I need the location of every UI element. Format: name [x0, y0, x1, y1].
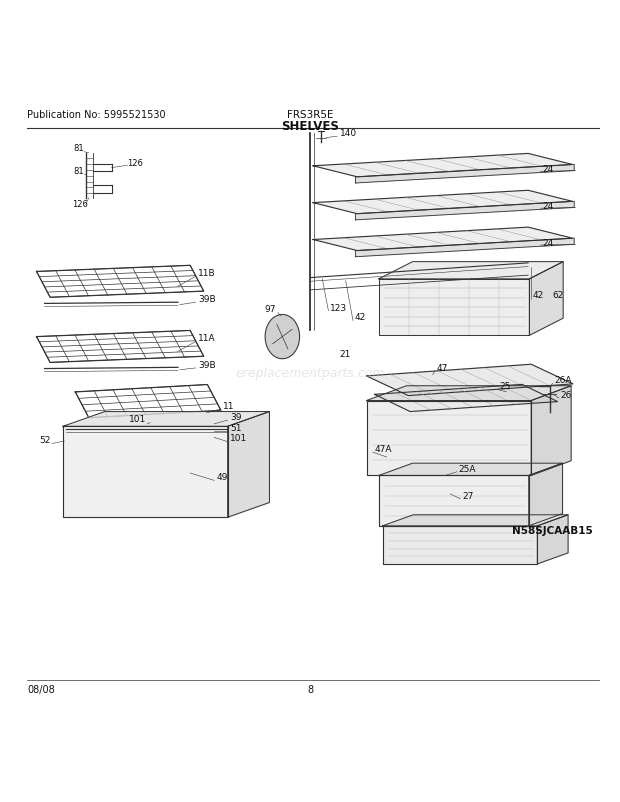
Polygon shape [529, 262, 563, 336]
Polygon shape [379, 464, 562, 476]
Text: 42: 42 [533, 291, 544, 300]
Text: 27: 27 [463, 491, 474, 500]
Polygon shape [355, 239, 574, 257]
Text: 126: 126 [128, 159, 143, 168]
Text: 08/08: 08/08 [27, 684, 55, 695]
Text: SHELVES: SHELVES [281, 120, 339, 133]
Polygon shape [379, 476, 529, 526]
Polygon shape [374, 385, 557, 412]
Text: 47: 47 [436, 363, 448, 372]
Polygon shape [228, 412, 270, 517]
Polygon shape [63, 412, 270, 427]
Polygon shape [366, 387, 571, 401]
Polygon shape [265, 315, 299, 359]
Polygon shape [383, 526, 538, 565]
Text: 8: 8 [307, 684, 313, 695]
Polygon shape [379, 279, 529, 336]
Text: 81: 81 [73, 167, 84, 176]
Polygon shape [313, 154, 572, 177]
Polygon shape [313, 191, 572, 214]
Text: 123: 123 [330, 303, 347, 312]
Polygon shape [355, 165, 574, 184]
Polygon shape [313, 228, 572, 251]
Text: 24: 24 [542, 202, 554, 211]
Text: FRS3R5E: FRS3R5E [286, 110, 334, 119]
Polygon shape [355, 202, 574, 221]
Polygon shape [529, 464, 562, 526]
Text: Publication No: 5995521530: Publication No: 5995521530 [27, 110, 166, 119]
Text: 62: 62 [552, 291, 564, 300]
Text: 26A: 26A [554, 375, 572, 385]
Text: 11: 11 [223, 401, 234, 411]
Polygon shape [531, 387, 571, 476]
Text: 11A: 11A [198, 334, 216, 343]
Text: 21: 21 [340, 350, 351, 358]
Text: 25: 25 [499, 382, 511, 391]
Text: N58SJCAAB15: N58SJCAAB15 [512, 525, 593, 535]
Text: 39: 39 [230, 412, 242, 421]
Text: 81: 81 [73, 144, 84, 153]
Text: 140: 140 [340, 129, 356, 138]
Polygon shape [63, 427, 228, 517]
Text: 52: 52 [39, 435, 51, 445]
Polygon shape [366, 401, 531, 476]
Text: 39B: 39B [198, 294, 216, 304]
Text: 97: 97 [264, 305, 276, 314]
Text: 39B: 39B [198, 360, 216, 369]
Text: 42: 42 [355, 313, 366, 322]
Polygon shape [366, 365, 573, 396]
Text: 51: 51 [230, 423, 242, 432]
Text: 49: 49 [216, 472, 228, 481]
Text: 24: 24 [542, 239, 554, 248]
Text: 24: 24 [542, 165, 554, 174]
Text: 126: 126 [72, 200, 87, 209]
Polygon shape [379, 262, 563, 279]
Text: 26: 26 [560, 391, 572, 399]
Text: 47A: 47A [374, 444, 392, 453]
Polygon shape [538, 515, 568, 565]
Text: 25A: 25A [459, 464, 476, 473]
Text: 101: 101 [230, 434, 247, 443]
Polygon shape [383, 515, 568, 526]
Text: 101: 101 [129, 415, 146, 424]
Text: ereplacementparts.com: ereplacementparts.com [235, 367, 385, 380]
Text: 11B: 11B [198, 269, 216, 277]
